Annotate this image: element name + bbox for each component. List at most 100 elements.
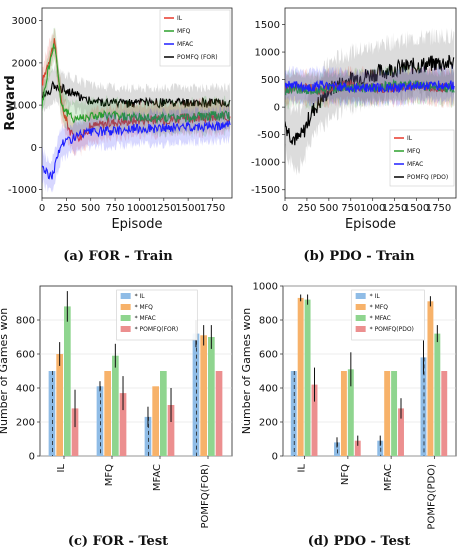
x-tick-label: 500	[81, 203, 100, 214]
bar	[104, 371, 111, 456]
series-line-mfq	[285, 78, 455, 96]
y-tick-label: 400	[259, 384, 278, 395]
legend-swatch	[355, 315, 366, 321]
x-tick-label: 750	[106, 203, 125, 214]
x-tick-label: POMFQ(PDO)	[426, 464, 437, 530]
panel-a-for-train: 0 250 500 750 1000125015001750-1000010002000…	[3, 7, 233, 232]
bar	[167, 405, 175, 456]
bar	[311, 384, 318, 456]
x-tick-label: 250	[297, 203, 316, 214]
legend-label: * MFAC	[370, 315, 391, 322]
bar	[304, 299, 311, 456]
x-tick-label: 1500	[404, 203, 429, 214]
legend-label: MFQ	[177, 28, 191, 35]
legend-label: POMFQ (FOR)	[177, 54, 218, 61]
x-tick-label: 1000	[360, 203, 385, 214]
x-tick-label: NFQ	[340, 464, 351, 485]
y-tick-label: 1000	[253, 282, 278, 293]
bar	[297, 297, 304, 456]
y-tick-label: 2000	[12, 58, 37, 69]
x-tick-label: 750	[341, 203, 360, 214]
bar	[112, 355, 119, 456]
bar	[377, 440, 384, 456]
series-line-mfq	[42, 43, 231, 125]
bar	[441, 371, 448, 456]
legend-swatch	[120, 326, 131, 332]
x-tick-label: MFAC	[152, 464, 163, 491]
x-tick-label: POMFQ(FOR)	[200, 464, 211, 529]
bar	[56, 354, 63, 456]
legend-label: POMFQ (PDO)	[407, 174, 448, 181]
legend-label: MFAC	[177, 41, 193, 48]
legend-label: IL	[407, 135, 413, 142]
y-tick-label: 800	[16, 316, 35, 327]
series-line-mfac	[42, 120, 231, 180]
x-tick-label: IL	[56, 464, 67, 473]
legend-label: * POMFQ(FOR)	[135, 326, 179, 333]
caption-d: (d) PDO - Test	[308, 534, 411, 549]
legend-swatch	[355, 304, 366, 310]
y-tick-label: 200	[259, 418, 278, 429]
y-tick-label: 1000	[12, 101, 37, 112]
series-band-pomfq-for-	[42, 64, 231, 124]
bar	[290, 371, 297, 456]
x-tick-label: 1750	[200, 203, 225, 214]
legend-swatch	[120, 293, 131, 299]
bar	[434, 333, 441, 456]
legend-swatch	[120, 315, 131, 321]
bar	[420, 357, 427, 456]
y-tick-label: 1000	[255, 48, 280, 59]
caption-a: (a) FOR - Train	[63, 249, 173, 264]
y-tick-label: 800	[259, 316, 278, 327]
legend-label: MFQ	[407, 148, 421, 155]
bar	[48, 371, 56, 456]
series-band-mfac	[42, 104, 231, 193]
bar	[71, 408, 79, 456]
panel-b-pdo-train: 0 250 500 750 1000125015001750-1500-1000-500…	[251, 7, 457, 232]
bar	[192, 333, 200, 456]
y-tick-label: 0	[272, 452, 278, 463]
y-tick-label: -1000	[251, 158, 280, 169]
y-tick-label: 0	[31, 143, 37, 154]
series-line-pomfq-for-	[42, 80, 231, 109]
bar	[200, 335, 207, 456]
legend-label: * MFAC	[135, 315, 156, 322]
bar	[119, 393, 127, 456]
bar	[64, 306, 71, 456]
y-tick-label: -1000	[8, 185, 37, 196]
y-tick-label: 600	[16, 350, 35, 361]
y-tick-label: 400	[16, 384, 35, 395]
bar	[354, 440, 361, 456]
bar	[384, 371, 391, 456]
bar	[347, 369, 354, 456]
x-tick-label: 0	[39, 203, 45, 214]
bar	[160, 371, 167, 456]
panel-c-for-test: 0 200 400 600 800 Number of Games won IL MFQ MFA…	[0, 285, 233, 529]
x-tick-label: 1500	[175, 203, 200, 214]
y-tick-label: 0	[29, 452, 35, 463]
legend-label: IL	[177, 15, 183, 22]
series-line-pomfq-pdo-	[285, 54, 455, 146]
legend-label: * IL	[370, 293, 381, 300]
y-tick-label: 600	[259, 350, 278, 361]
y-axis-label: Reward	[3, 75, 18, 130]
legend-label: * POMFQ(PDO)	[370, 326, 414, 333]
bar	[96, 386, 104, 456]
legend-label: * IL	[135, 293, 146, 300]
x-tick-label: 500	[319, 203, 338, 214]
caption-b: (b) PDO - Train	[303, 249, 415, 264]
bar	[208, 337, 215, 456]
bar	[398, 408, 404, 456]
x-axis-label: Episode	[111, 217, 162, 232]
x-tick-label: 1250	[151, 203, 176, 214]
y-axis-label: Number of Games won	[0, 308, 10, 434]
bar	[215, 371, 223, 456]
series-band-mfq	[42, 27, 231, 138]
legend-swatch	[355, 326, 366, 332]
bar	[144, 416, 152, 456]
y-tick-label: 3000	[12, 16, 37, 27]
y-axis-label: Number of Games won	[240, 308, 253, 434]
legend-label: * MFQ	[135, 304, 154, 311]
caption-c: (c) FOR - Test	[68, 534, 168, 549]
legend-swatch	[355, 293, 366, 299]
